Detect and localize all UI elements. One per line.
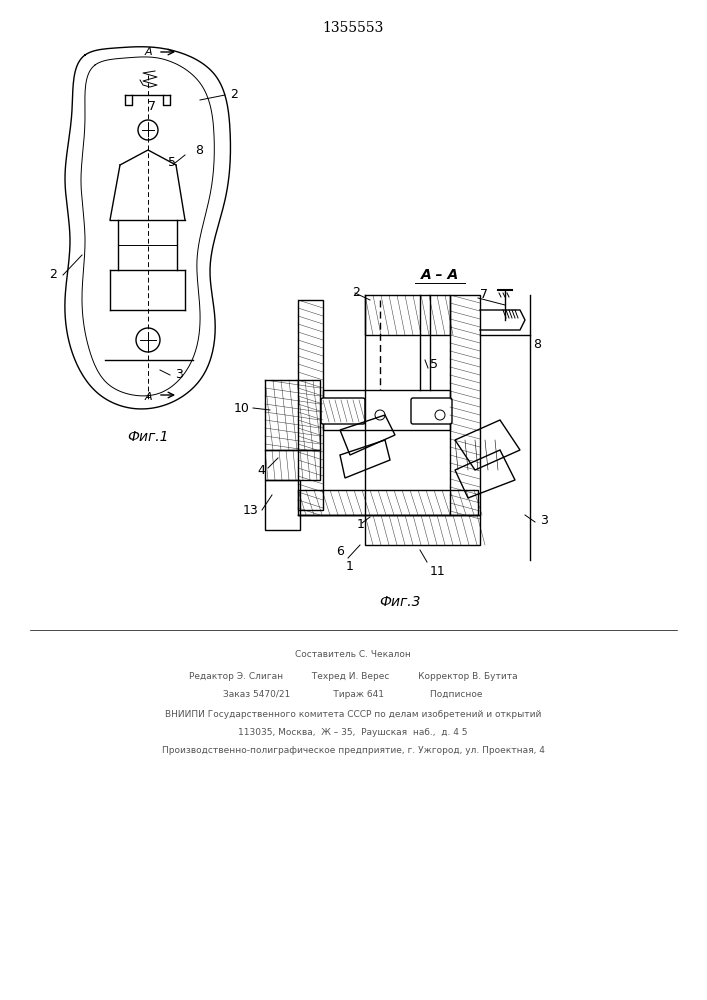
Text: 2: 2 bbox=[352, 286, 360, 300]
Text: А: А bbox=[144, 47, 152, 57]
Bar bbox=[365, 515, 480, 545]
Text: 3: 3 bbox=[175, 368, 183, 381]
Text: 11: 11 bbox=[430, 565, 445, 578]
Text: 7: 7 bbox=[148, 101, 156, 113]
Text: Редактор Э. Слиган          Техред И. Верес          Корректор В. Бутита: Редактор Э. Слиган Техред И. Верес Корре… bbox=[189, 672, 518, 681]
Text: Фиг.3: Фиг.3 bbox=[379, 595, 421, 609]
Text: 1: 1 bbox=[346, 560, 354, 573]
Bar bbox=[298, 490, 478, 515]
Text: ВНИИПИ Государственного комитета СССР по делам изобретений и открытий: ВНИИПИ Государственного комитета СССР по… bbox=[165, 710, 541, 719]
Text: 3: 3 bbox=[540, 514, 548, 526]
Text: 7: 7 bbox=[480, 288, 488, 302]
Bar bbox=[265, 380, 320, 450]
Bar bbox=[265, 480, 300, 530]
Text: 8: 8 bbox=[533, 338, 541, 352]
Text: 113035, Москва,  Ж – 35,  Раушская  наб.,  д. 4 5: 113035, Москва, Ж – 35, Раушская наб., д… bbox=[238, 728, 468, 737]
Bar bbox=[265, 450, 320, 480]
Text: Фиг.1: Фиг.1 bbox=[127, 430, 169, 444]
Text: 1: 1 bbox=[357, 518, 365, 532]
Text: А – А: А – А bbox=[421, 268, 459, 282]
FancyBboxPatch shape bbox=[411, 398, 452, 424]
Text: 4: 4 bbox=[257, 464, 265, 477]
Bar bbox=[298, 300, 323, 510]
Text: 8: 8 bbox=[195, 143, 203, 156]
Text: Составитель С. Чекалон: Составитель С. Чекалон bbox=[295, 650, 411, 659]
Bar bbox=[365, 295, 450, 335]
Text: 6: 6 bbox=[336, 545, 344, 558]
Text: 13: 13 bbox=[243, 504, 258, 516]
FancyBboxPatch shape bbox=[321, 398, 365, 424]
Bar bbox=[323, 390, 450, 430]
Text: Заказ 5470/21               Тираж 641                Подписное: Заказ 5470/21 Тираж 641 Подписное bbox=[223, 690, 483, 699]
Text: 5: 5 bbox=[168, 156, 176, 169]
Text: Производственно-полиграфическое предприятие, г. Ужгород, ул. Проектная, 4: Производственно-полиграфическое предприя… bbox=[162, 746, 544, 755]
Text: А: А bbox=[144, 392, 152, 402]
Text: 2: 2 bbox=[230, 89, 238, 102]
Text: 5: 5 bbox=[430, 359, 438, 371]
Bar bbox=[450, 295, 480, 515]
Text: 2: 2 bbox=[49, 268, 57, 282]
Text: 10: 10 bbox=[234, 401, 250, 414]
Text: 1355553: 1355553 bbox=[322, 21, 384, 35]
